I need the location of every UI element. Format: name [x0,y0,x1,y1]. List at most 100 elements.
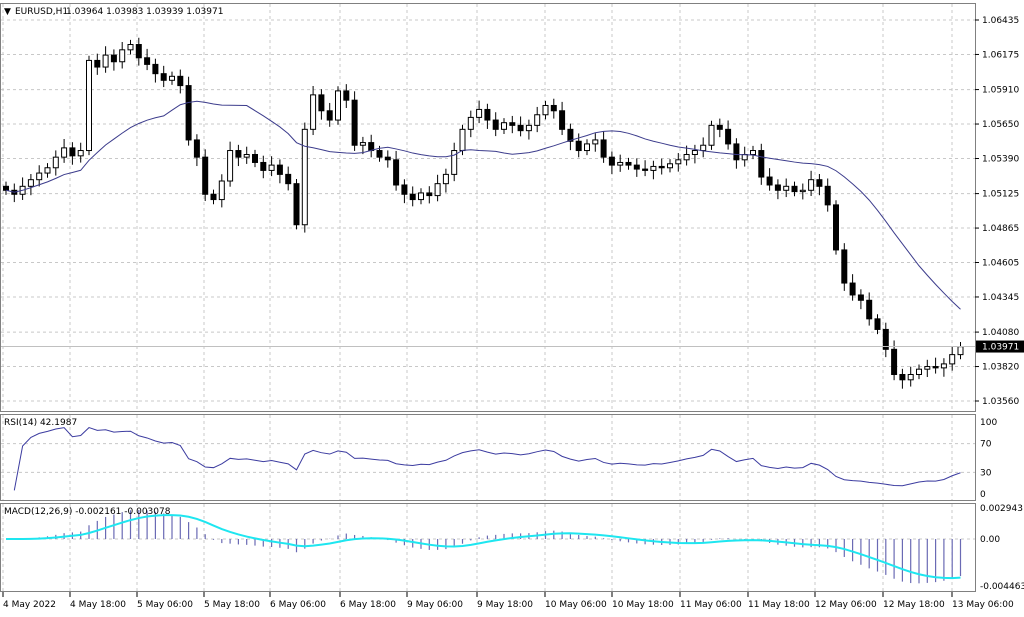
bull-candle [907,373,914,381]
bear-candle [857,294,864,301]
price-tick-label: 1.04345 [982,293,1019,303]
bear-candle [833,204,839,251]
macd-axis: 0.002943 0.00 -0.004463 [980,504,1024,592]
price-tick-label: 1.03820 [982,363,1019,373]
time-tick-label: 12 May 18:00 [883,600,945,610]
bear-candle [774,184,781,191]
rsi-tick-label: 100 [980,418,997,428]
bear-candle [144,57,151,65]
rsi-tick-label: 0 [980,490,986,500]
bull-candle [542,104,549,116]
bull-candle [683,154,690,161]
bear-candle [608,156,615,166]
bull-candle [592,139,599,145]
bear-candle [725,128,732,145]
bear-candle [343,90,350,101]
bull-candle [691,150,698,156]
bear-candle [758,150,765,178]
bear-candle [625,161,632,166]
bear-candle [202,156,209,195]
macd-tick-label: 0.00 [980,535,1000,545]
macd-histogram [13,509,962,584]
bear-candle [285,173,292,185]
bull-candle [268,164,275,171]
bull-candle [218,180,225,201]
bull-candle [52,156,59,169]
time-tick-label: 6 May 18:00 [340,600,396,610]
bull-candle [783,185,790,191]
time-tick-label: 4 May 18:00 [70,600,126,610]
bear-candle [351,99,358,146]
price-tick-label: 1.04605 [982,259,1019,269]
macd-panel [0,503,976,592]
bull-candle [77,150,84,157]
moving-average-line [5,100,961,310]
bull-candle [61,147,68,158]
bear-candle [658,165,665,169]
bull-candle [924,366,931,370]
bull-candle [359,142,366,146]
current-price-badge [976,340,1024,353]
time-tick-label: 12 May 06:00 [815,600,877,610]
bear-candle [866,299,873,320]
main-panel [0,3,976,412]
time-tick-label: 9 May 18:00 [477,600,533,610]
symbol-arrow-icon[interactable]: ▼ [4,7,11,17]
bull-candle [86,59,92,152]
bull-candle [169,75,175,81]
time-tick-label: 5 May 18:00 [204,600,260,610]
bull-candle [799,189,806,193]
bull-candle [127,44,134,51]
bear-candle [559,110,566,130]
bear-candle [3,185,9,191]
time-tick-label: 4 May 2022 [3,600,56,610]
bear-candle [849,282,856,296]
bull-candle [534,114,541,126]
bear-candle [575,140,582,152]
bear-candle [882,328,889,350]
bull-candle [434,183,441,197]
rsi-line [13,427,961,491]
rsi-tick-label: 30 [980,468,992,478]
time-tick-label: 9 May 06:00 [407,600,463,610]
bear-candle [193,139,200,158]
bear-candle [160,73,167,81]
bull-candle [310,94,317,130]
bear-candle [393,159,400,186]
price-tick-label: 1.06435 [982,16,1019,26]
bear-candle [791,185,798,193]
bear-candle [135,44,142,59]
bear-candle [368,142,375,152]
bull-candle [227,150,234,182]
bull-candle [957,346,964,356]
bear-candle [891,348,898,375]
price-tick-label: 1.04865 [982,224,1019,234]
bull-candle [700,144,707,152]
macd-tick-label: 0.002943 [980,504,1023,514]
bear-candle [384,156,391,161]
price-axis: 1.06435 1.06175 1.05910 1.05650 1.05390 1.051… [1,16,1024,407]
bear-candle [318,94,325,112]
bear-candle [210,193,217,201]
bull-candle [808,179,815,191]
bear-candle [401,184,408,195]
bear-candle [94,59,101,68]
bull-candle [708,124,715,146]
bear-candle [110,54,117,63]
bear-candle [235,150,242,158]
bear-candle [841,249,848,284]
bear-candle [69,147,76,157]
bull-candle [940,363,947,369]
bull-candle [476,108,483,118]
bear-candle [409,193,416,201]
bull-candle [418,192,424,201]
bull-candle [44,167,51,174]
price-tick-label: 1.05125 [982,190,1019,200]
bull-candle [451,150,458,175]
bear-candle [899,373,906,381]
bear-candle [874,318,881,330]
price-tick-label: 1.04080 [982,328,1019,338]
time-axis: 4 May 2022 4 May 18:00 5 May 06:00 5 May 18… [2,592,1014,610]
bear-candle [484,108,491,121]
